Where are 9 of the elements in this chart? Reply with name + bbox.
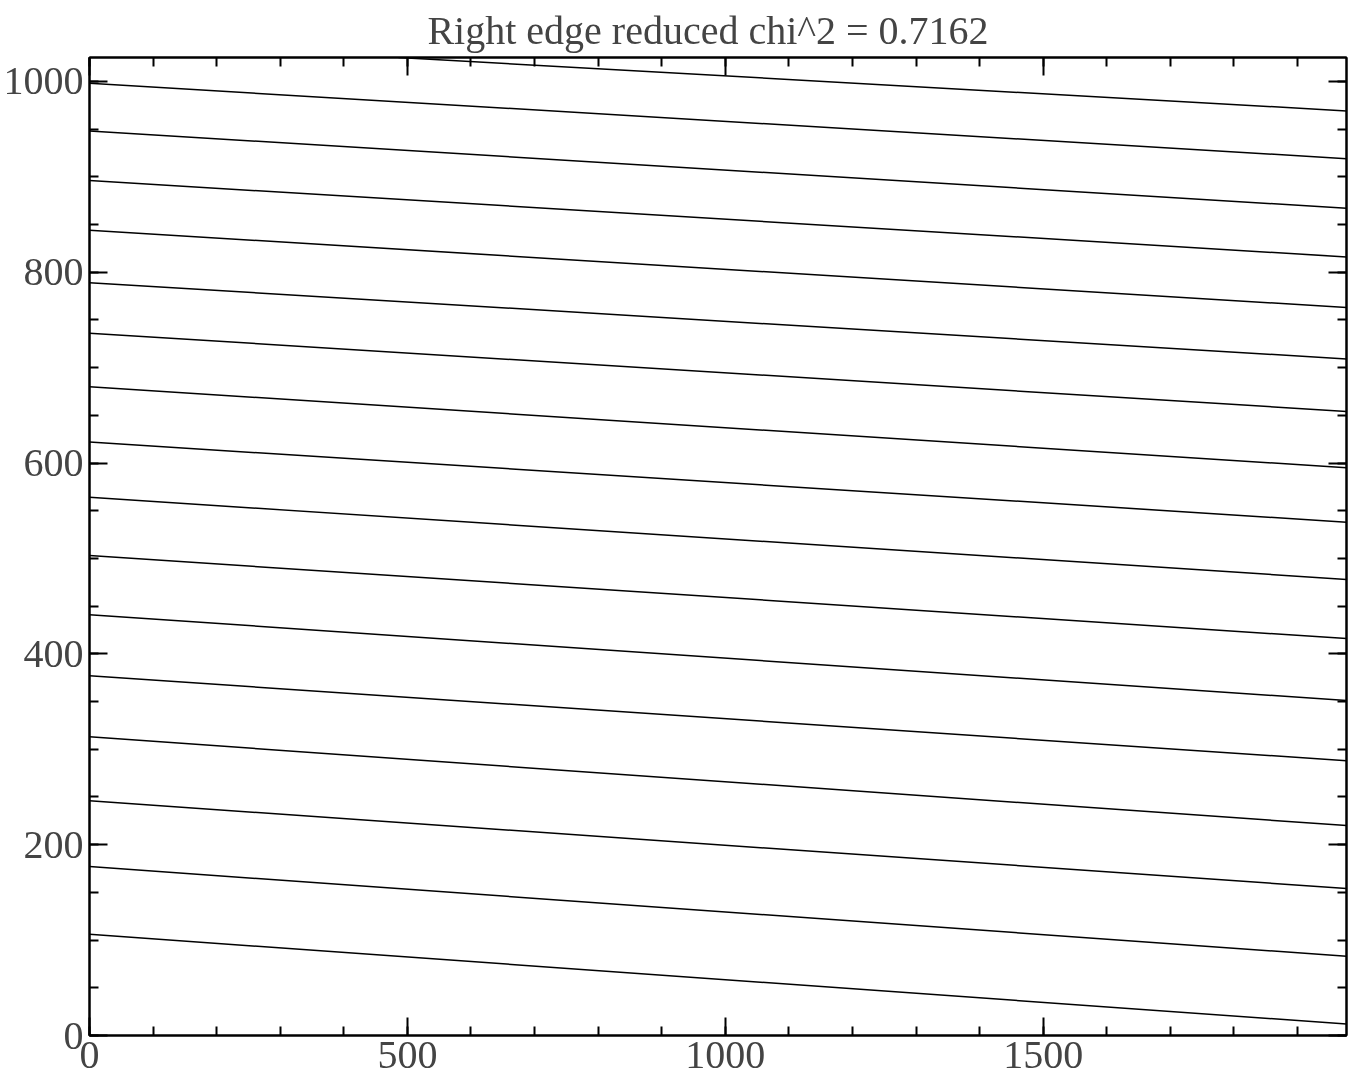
x-tick-label: 500 bbox=[377, 1031, 438, 1077]
x-tick-label: 1500 bbox=[1003, 1031, 1084, 1077]
x-tick-label: 1000 bbox=[685, 1031, 766, 1077]
y-tick-label: 400 bbox=[23, 630, 84, 676]
chart-title: Right edge reduced chi^2 = 0.7162 bbox=[427, 7, 989, 53]
y-tick-label: 200 bbox=[23, 821, 84, 867]
y-tick-label: 600 bbox=[23, 440, 84, 486]
y-tick-label: 800 bbox=[23, 249, 84, 295]
y-tick-label: 1000 bbox=[3, 58, 84, 104]
